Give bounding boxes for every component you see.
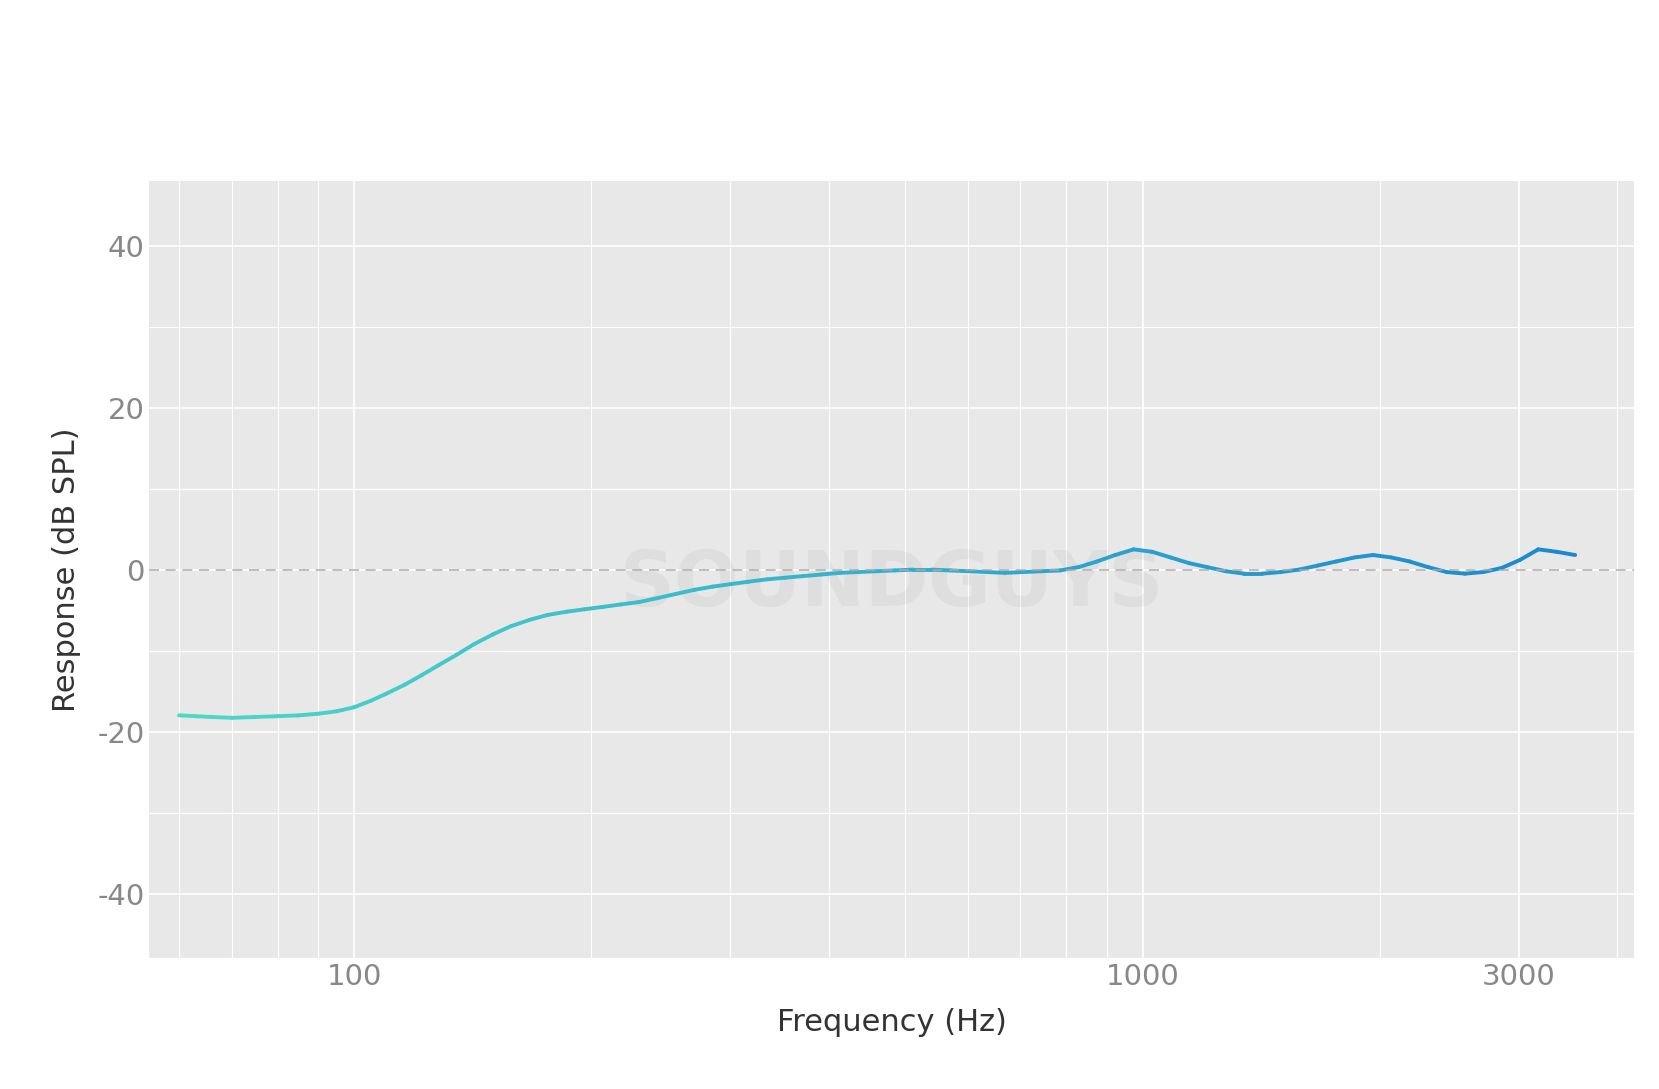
Text: SOUNDGUYS: SOUNDGUYS — [619, 548, 1165, 622]
Text: Frequency Response (voice band): Frequency Response (voice band) — [433, 115, 1226, 157]
Y-axis label: Response (dB SPL): Response (dB SPL) — [51, 427, 81, 712]
X-axis label: Frequency (Hz): Frequency (Hz) — [776, 1007, 1007, 1037]
Text: Corsair Void RGB Elite Wireless: Corsair Void RGB Elite Wireless — [463, 41, 1196, 84]
